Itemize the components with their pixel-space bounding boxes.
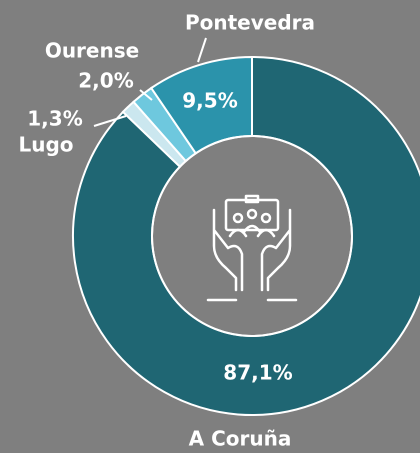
leader-line: [139, 89, 153, 101]
inner-ring: [151, 135, 353, 337]
leader-line: [93, 115, 127, 127]
center-icon: [206, 194, 298, 302]
category-label: Lugo: [18, 133, 73, 157]
category-label: A Coruña: [189, 427, 292, 451]
value-label: 2,0%: [78, 69, 133, 93]
value-label: 1,3%: [27, 107, 82, 131]
category-label: Pontevedra: [185, 11, 315, 35]
leader-line: [197, 37, 207, 63]
category-label: Ourense: [45, 39, 139, 63]
value-label: 87,1%: [223, 361, 292, 385]
value-label: 9,5%: [182, 89, 237, 113]
